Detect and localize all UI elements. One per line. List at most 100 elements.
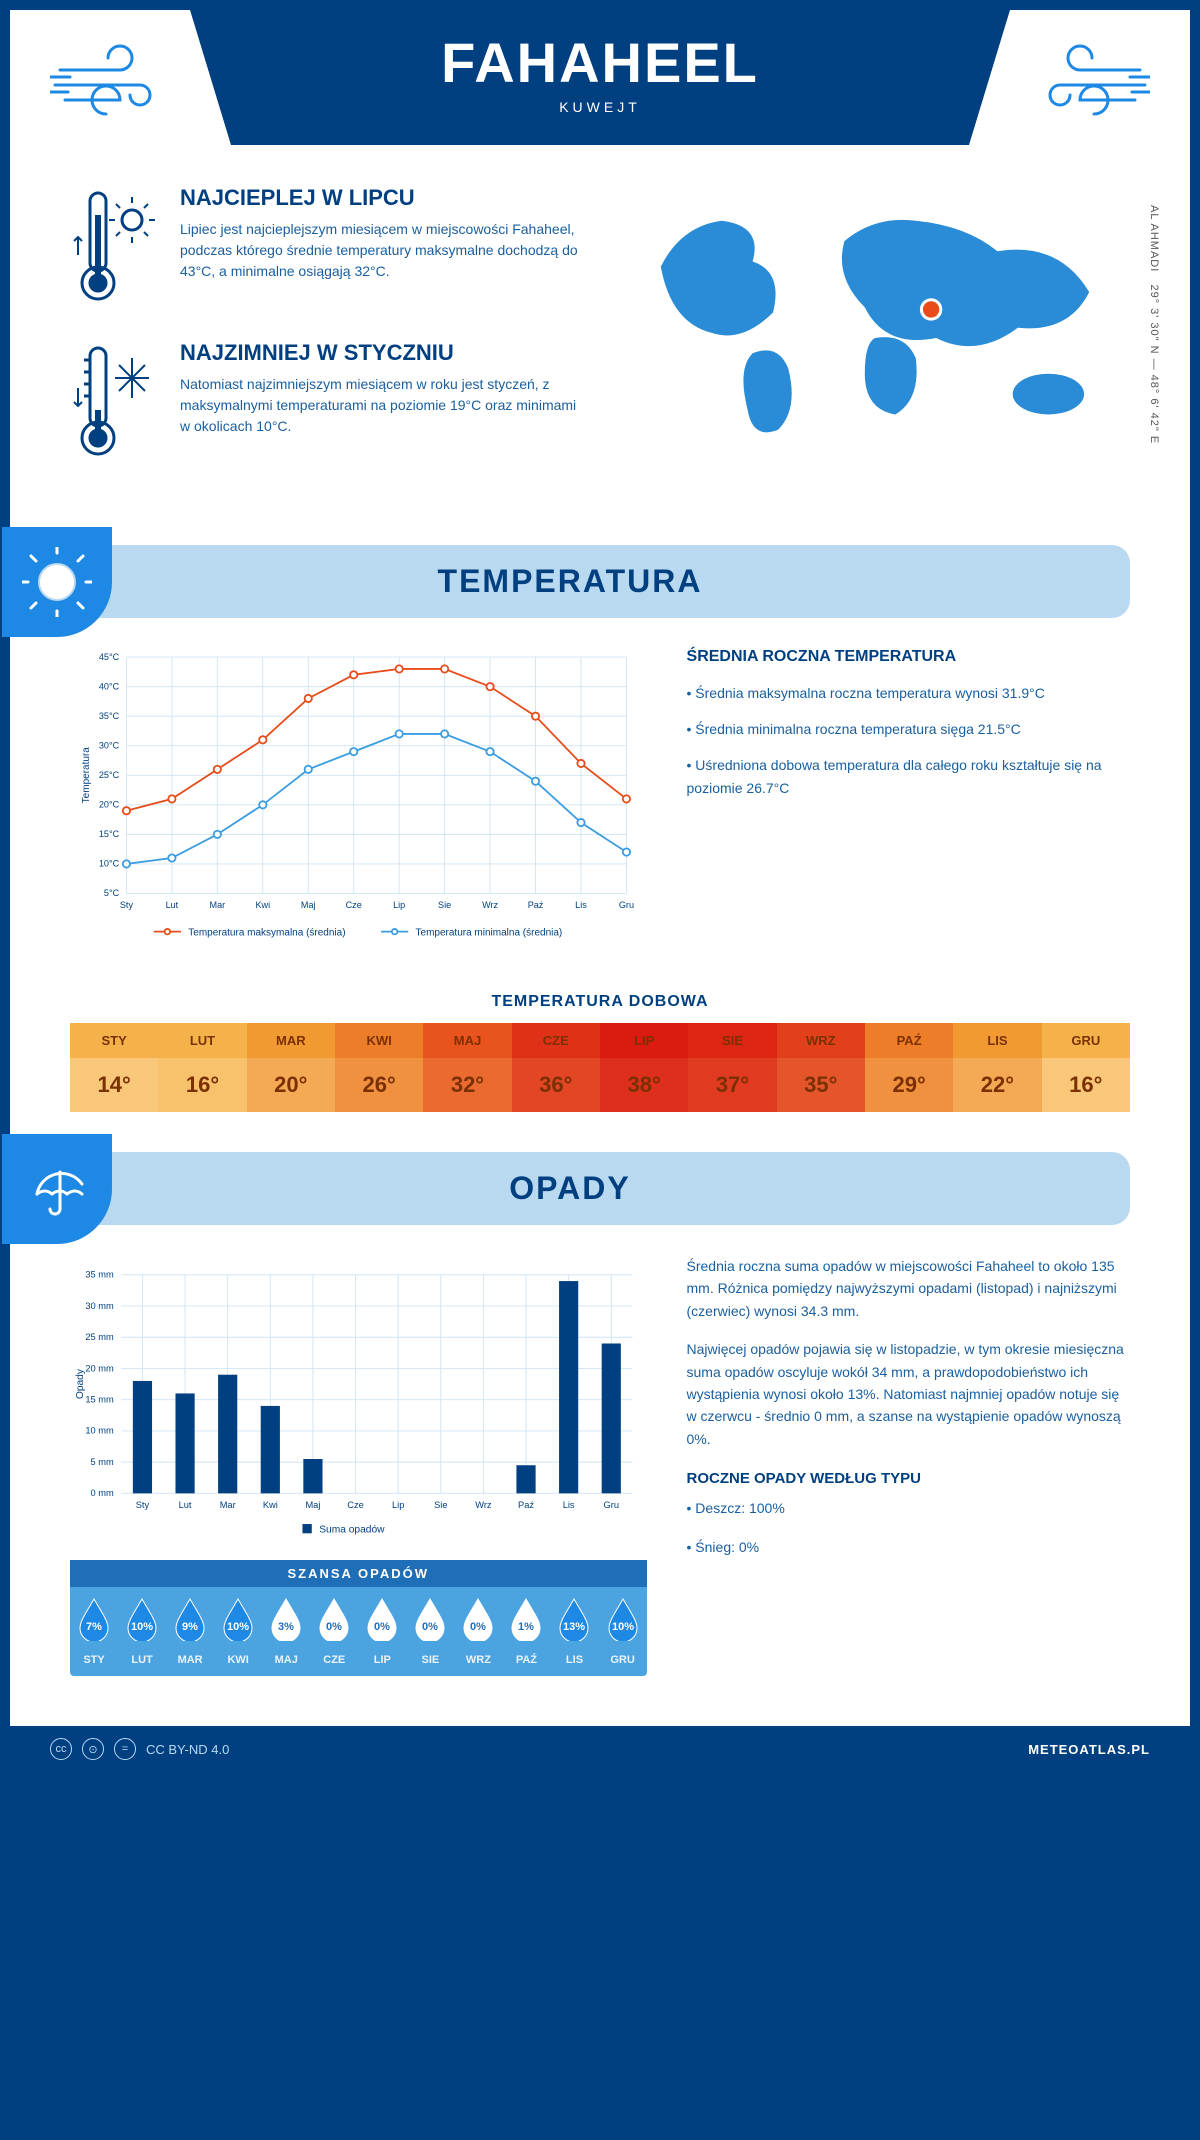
daily-temp-strip: STY 14°LUT 16°MAR 20°KWI 26°MAJ 32°CZE 3… [70,1023,1130,1112]
temp-strip-cell: MAJ 32° [423,1023,511,1112]
wind-icon [1020,40,1150,130]
svg-text:Lis: Lis [563,1500,575,1510]
region-label: AL AHMADI [1148,205,1160,272]
svg-text:15 mm: 15 mm [85,1394,114,1404]
temp-stat-1: • Średnia maksymalna roczna temperatura … [687,682,1130,706]
coordinates: AL AHMADI 29° 3' 30" N — 48° 6' 42" E [1148,205,1160,444]
temp-strip-cell: KWI 26° [335,1023,423,1112]
temperature-title: TEMPERATURA [10,563,1130,600]
footer-license: cc ⊙ = CC BY-ND 4.0 [50,1738,229,1760]
svg-text:3%: 3% [278,1621,294,1633]
chance-cell: 1% PAŹ [502,1597,550,1666]
svg-text:0 mm: 0 mm [91,1488,114,1498]
precip-stats: Średnia roczna suma opadów w miejscowośc… [687,1255,1130,1676]
intro-left: NAJCIEPLEJ W LIPCU Lipiec jest najcieple… [70,185,580,495]
temp-strip-cell: MAR 20° [247,1023,335,1112]
svg-text:Wrz: Wrz [482,900,498,910]
raindrop-icon: 13% [556,1597,592,1641]
svg-text:Wrz: Wrz [475,1500,492,1510]
chance-cell: 0% SIE [406,1597,454,1666]
svg-text:Paź: Paź [518,1500,534,1510]
hottest-block: NAJCIEPLEJ W LIPCU Lipiec jest najcieple… [70,185,580,310]
chance-title: SZANSA OPADÓW [70,1560,647,1587]
wind-icon [50,40,180,130]
svg-text:0%: 0% [374,1621,390,1633]
svg-text:0%: 0% [326,1621,342,1633]
temp-strip-cell: GRU 16° [1042,1023,1130,1112]
temp-strip-cell: LIP 38° [600,1023,688,1112]
temperature-stats: ŚREDNIA ROCZNA TEMPERATURA • Średnia mak… [687,648,1130,953]
country-name: KUWEJT [190,99,1010,115]
temperature-chart: 5°C10°C15°C20°C25°C30°C35°C40°C45°CStyLu… [70,648,647,953]
svg-text:10%: 10% [227,1621,249,1633]
temp-strip-cell: SIE 37° [688,1023,776,1112]
precip-p1: Średnia roczna suma opadów w miejscowośc… [687,1255,1130,1322]
precip-content: 0 mm5 mm10 mm15 mm20 mm25 mm30 mm35 mmSt… [10,1255,1190,1696]
svg-text:Maj: Maj [305,1500,320,1510]
svg-text:20°C: 20°C [99,800,120,810]
precip-p2: Najwięcej opadów pojawia się w listopadz… [687,1338,1130,1450]
svg-text:Mar: Mar [210,900,226,910]
wind-decoration-right [1020,40,1150,135]
svg-text:Lip: Lip [392,1500,404,1510]
raindrop-icon: 3% [268,1597,304,1641]
coords-text: 29° 3' 30" N — 48° 6' 42" E [1148,284,1160,444]
chance-cell: 10% LUT [118,1597,166,1666]
coldest-body: Natomiast najzimniejszym miesiącem w rok… [180,374,580,437]
precip-title: OPADY [10,1170,1130,1207]
page: FAHAHEEL KUWEJT NAJCIEPLEJ W LIPCU Lipie… [0,0,1200,1782]
wind-decoration-left [50,40,180,135]
svg-text:Opady: Opady [75,1368,86,1399]
chance-cell: 9% MAR [166,1597,214,1666]
svg-text:25 mm: 25 mm [85,1332,114,1342]
sun-icon [22,547,92,617]
precip-chart-box: 0 mm5 mm10 mm15 mm20 mm25 mm30 mm35 mmSt… [70,1255,647,1676]
map-block: AL AHMADI 29° 3' 30" N — 48° 6' 42" E [620,185,1130,495]
svg-text:13%: 13% [563,1621,585,1633]
chance-cell: 10% KWI [214,1597,262,1666]
svg-text:Kwi: Kwi [255,900,270,910]
chance-cell: 10% GRU [599,1597,647,1666]
svg-text:Mar: Mar [220,1500,236,1510]
svg-text:Sty: Sty [136,1500,150,1510]
temp-strip-cell: WRZ 35° [777,1023,865,1112]
svg-text:5 mm: 5 mm [91,1457,114,1467]
footer-site: METEOATLAS.PL [1028,1742,1150,1757]
raindrop-icon: 10% [220,1597,256,1641]
title-banner: FAHAHEEL KUWEJT [190,10,1010,145]
svg-text:10 mm: 10 mm [85,1426,114,1436]
svg-text:Suma opadów: Suma opadów [319,1524,385,1535]
svg-text:35 mm: 35 mm [85,1270,114,1280]
svg-text:Sie: Sie [434,1500,447,1510]
chance-cell: 0% CZE [310,1597,358,1666]
svg-text:35°C: 35°C [99,711,120,721]
svg-text:Temperatura maksymalna (średni: Temperatura maksymalna (średnia) [188,927,345,938]
temp-stat-3: • Uśredniona dobowa temperatura dla całe… [687,754,1130,802]
sun-icon-wrap [2,527,112,637]
raindrop-icon: 0% [460,1597,496,1641]
temperature-content: 5°C10°C15°C20°C25°C30°C35°C40°C45°CStyLu… [10,648,1190,973]
svg-text:30°C: 30°C [99,740,120,750]
chance-cell: 13% LIS [550,1597,598,1666]
chance-cell: 0% WRZ [454,1597,502,1666]
raindrop-icon: 0% [364,1597,400,1641]
nd-icon: = [114,1738,136,1760]
svg-text:15°C: 15°C [99,829,120,839]
cc-icon: cc [50,1738,72,1760]
svg-text:40°C: 40°C [99,681,120,691]
svg-text:Lip: Lip [393,900,405,910]
umbrella-icon-wrap [2,1134,112,1244]
temp-strip-cell: PAŹ 29° [865,1023,953,1112]
svg-text:30 mm: 30 mm [85,1301,114,1311]
precip-type-1: • Deszcz: 100% [687,1497,1130,1519]
chance-cell: 0% LIP [358,1597,406,1666]
raindrop-icon: 9% [172,1597,208,1641]
svg-text:Cze: Cze [346,900,362,910]
temp-strip-cell: LIS 22° [953,1023,1041,1112]
svg-text:0%: 0% [422,1621,438,1633]
precip-heading: OPADY [10,1152,1130,1225]
city-name: FAHAHEEL [190,30,1010,95]
temp-stat-2: • Średnia minimalna roczna temperatura s… [687,718,1130,742]
world-map-icon [620,185,1130,450]
license-text: CC BY-ND 4.0 [146,1742,229,1757]
